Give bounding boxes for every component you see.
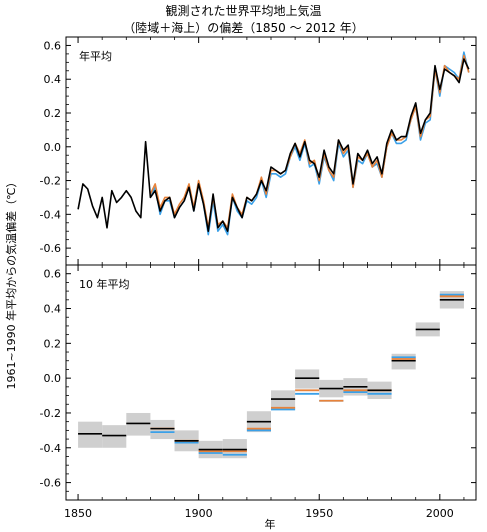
decadal-ytick-label: 0.4 bbox=[44, 303, 62, 316]
chart-title-line2: （陸域＋海上）の偏差（1850 ～ 2012 年） bbox=[123, 21, 364, 35]
decadal-ytick-label: 0.6 bbox=[44, 268, 62, 281]
chart-title-line1: 観測された世界平均地上気温 bbox=[165, 4, 322, 18]
annual-ytick-label: -0.6 bbox=[40, 242, 61, 255]
annual-ytick-label: 0.0 bbox=[44, 141, 62, 154]
series-line-black bbox=[77, 58, 470, 232]
series-line-orange bbox=[149, 54, 470, 229]
annual-ytick-label: 0.2 bbox=[44, 107, 62, 120]
annual-ytick-label: -0.2 bbox=[40, 175, 61, 188]
annual-ytick-label: -0.4 bbox=[40, 208, 61, 221]
panel-annual: -0.6 -0.4 -0.2 0.0 0.2 0.4 0.6 年平均 bbox=[40, 36, 477, 266]
annual-ytick-label: 0.4 bbox=[44, 73, 62, 86]
decade-band bbox=[295, 369, 320, 389]
decadal-panel-label: 10 年平均 bbox=[79, 277, 130, 291]
decadal-ytick-label: -0.2 bbox=[40, 407, 61, 420]
decadal-ytick-label: 0.0 bbox=[44, 372, 62, 385]
decadal-ytick-label: -0.6 bbox=[40, 477, 61, 490]
x-tick-label: 1900 bbox=[185, 507, 213, 520]
series-line-blue bbox=[149, 51, 470, 236]
x-axis-label: 年 bbox=[265, 517, 276, 531]
annual-panel-label: 年平均 bbox=[79, 49, 112, 63]
decadal-frame bbox=[65, 264, 477, 501]
x-tick-label: 2000 bbox=[426, 507, 454, 520]
decade-band bbox=[222, 439, 247, 459]
decade-band bbox=[391, 353, 416, 370]
annual-ytick-label: 0.6 bbox=[44, 39, 62, 52]
decadal-ytick-label: -0.4 bbox=[40, 442, 61, 455]
panel-decadal: -0.6 -0.4 -0.2 0.0 0.2 0.4 0.6 10 年平均 1850 1900 19… bbox=[40, 264, 477, 520]
x-tick-label: 1950 bbox=[305, 507, 333, 520]
decade-band bbox=[78, 421, 103, 448]
decade-band bbox=[102, 425, 127, 448]
annual-frame bbox=[65, 36, 477, 266]
decade-band bbox=[271, 390, 296, 410]
decadal-ytick-label: 0.2 bbox=[44, 337, 62, 350]
decade-band bbox=[126, 412, 151, 436]
y-axis-label: 1961~1990 年平均からの気温偏差（℃） bbox=[4, 176, 18, 389]
x-tick-label: 1850 bbox=[64, 507, 92, 520]
